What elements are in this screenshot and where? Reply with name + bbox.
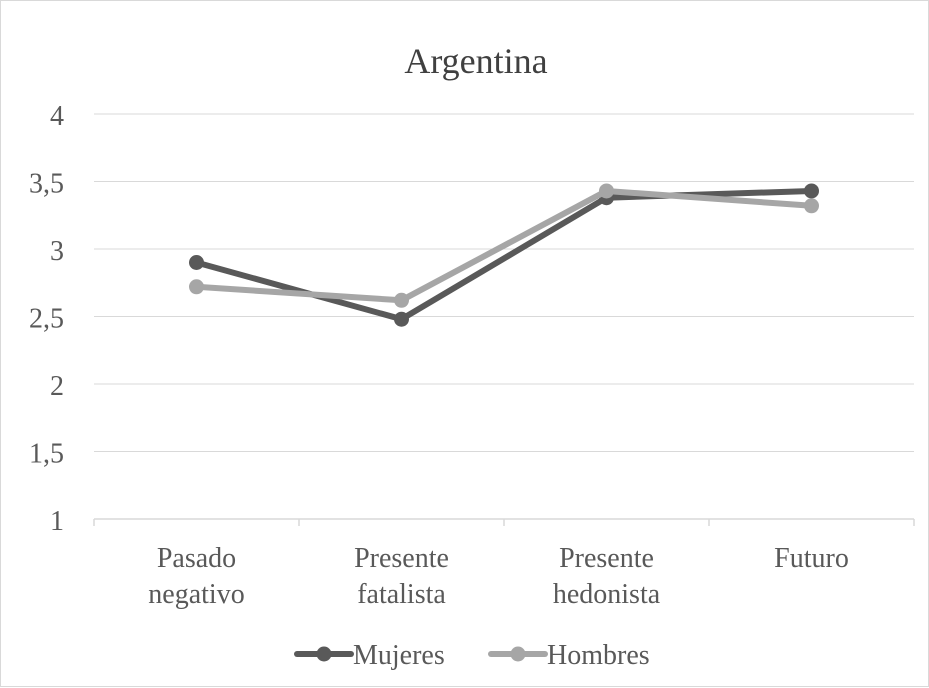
legend-marker — [510, 646, 526, 662]
data-point — [394, 292, 409, 308]
series-line — [193, 187, 815, 323]
y-tick-label: 2,5 — [29, 304, 64, 335]
x-tick-label: Presente hedonista — [553, 543, 661, 610]
y-axis-tick-labels: 1 1,5 2 2,5 3 3,5 4 — [29, 101, 64, 537]
data-point — [189, 255, 204, 270]
legend-label: Hombres — [547, 640, 650, 671]
y-tick-label: 1,5 — [29, 439, 64, 470]
chart-title: Argentina — [404, 41, 547, 81]
x-tick-label: Futuro — [774, 543, 849, 574]
data-point — [189, 279, 204, 295]
y-tick-label: 1 — [50, 506, 64, 537]
y-tick-label: 4 — [50, 101, 64, 132]
data-point — [394, 311, 409, 327]
x-axis-tick-labels: Pasado negativo Presente fatalista Presente h… — [148, 543, 849, 610]
x-tick-label: Presente fatalista — [354, 543, 449, 610]
series-mujeres — [189, 183, 819, 327]
legend-item: Mujeres — [294, 640, 445, 671]
legend-item: Hombres — [488, 640, 650, 671]
data-point — [804, 183, 819, 199]
x-axis — [93, 518, 915, 526]
y-tick-label: 3 — [50, 236, 64, 267]
y-tick-label: 2 — [50, 371, 64, 402]
y-tick-label: 3,5 — [29, 169, 64, 200]
series-line — [193, 187, 815, 304]
data-point — [804, 198, 819, 214]
series-hombres — [189, 183, 819, 308]
legend-marker — [316, 646, 332, 662]
gridlines — [94, 113, 914, 452]
x-tick-label: Pasado negativo — [148, 543, 244, 610]
legend: Mujeres Hombres — [294, 640, 650, 671]
series-lines — [189, 183, 819, 327]
data-point — [599, 183, 614, 199]
legend-label: Mujeres — [353, 640, 445, 671]
